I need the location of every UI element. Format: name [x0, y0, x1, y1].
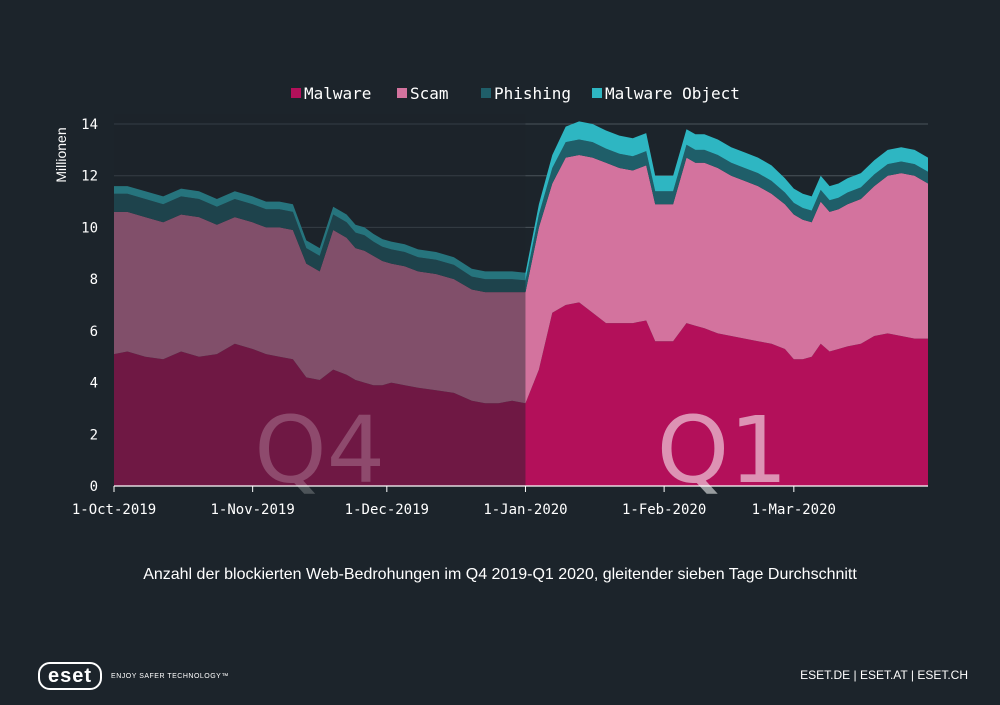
y-tick-label: 10	[81, 220, 98, 236]
y-tick-label: 14	[81, 117, 98, 133]
footer-links: ESET.DE | ESET.AT | ESET.CH	[800, 668, 968, 682]
legend-label-phishing: Phishing	[494, 84, 571, 103]
axes: 0 2 4 6 8 10 12 14 1-Oct-2019 1-Nov-2019 1-Dec-201…	[72, 117, 928, 518]
legend-swatch-malware	[291, 88, 301, 98]
stacked-areas	[114, 121, 928, 486]
y-tick-label: 12	[81, 169, 98, 185]
x-tick-label: 1-Jan-2020	[483, 502, 567, 518]
eset-logo: eset	[38, 662, 103, 690]
legend-label-scam: Scam	[410, 84, 449, 103]
legend-swatch-malware-object	[592, 88, 602, 98]
y-tick-label: 2	[90, 427, 98, 443]
y-tick-label: 4	[90, 376, 98, 392]
quarter-label-q4: Q4	[254, 397, 385, 504]
q4-overlay	[114, 114, 526, 486]
y-tick-label: 6	[90, 324, 98, 340]
y-tick-label: 8	[90, 272, 98, 288]
legend-swatch-scam	[397, 88, 407, 98]
legend-label-malware: Malware	[304, 84, 371, 103]
quarter-label-q1: Q1	[657, 397, 788, 504]
x-tick-label: 1-Dec-2019	[345, 502, 429, 518]
legend: Malware Scam Phishing Malware Object	[291, 84, 740, 103]
x-tick-label: 1-Mar-2020	[752, 502, 836, 518]
series-malware-area	[114, 302, 928, 486]
footer-brand: eset ENJOY SAFER TECHNOLOGY™	[38, 662, 229, 690]
tagline: ENJOY SAFER TECHNOLOGY™	[111, 672, 229, 680]
y-tick-label: 0	[90, 479, 98, 495]
series-phishing-area	[114, 139, 928, 293]
chart-caption: Anzahl der blockierten Web-Bedrohungen i…	[143, 566, 857, 583]
x-tick-label: 1-Oct-2019	[72, 502, 156, 518]
x-tick-label: 1-Nov-2019	[210, 502, 294, 518]
x-tick-label: 1-Feb-2020	[622, 502, 706, 518]
legend-swatch-phishing	[481, 88, 491, 98]
y-axis-label: Millionen	[53, 127, 69, 182]
legend-label-malware-object: Malware Object	[605, 84, 740, 103]
series-scam-area	[114, 155, 928, 404]
